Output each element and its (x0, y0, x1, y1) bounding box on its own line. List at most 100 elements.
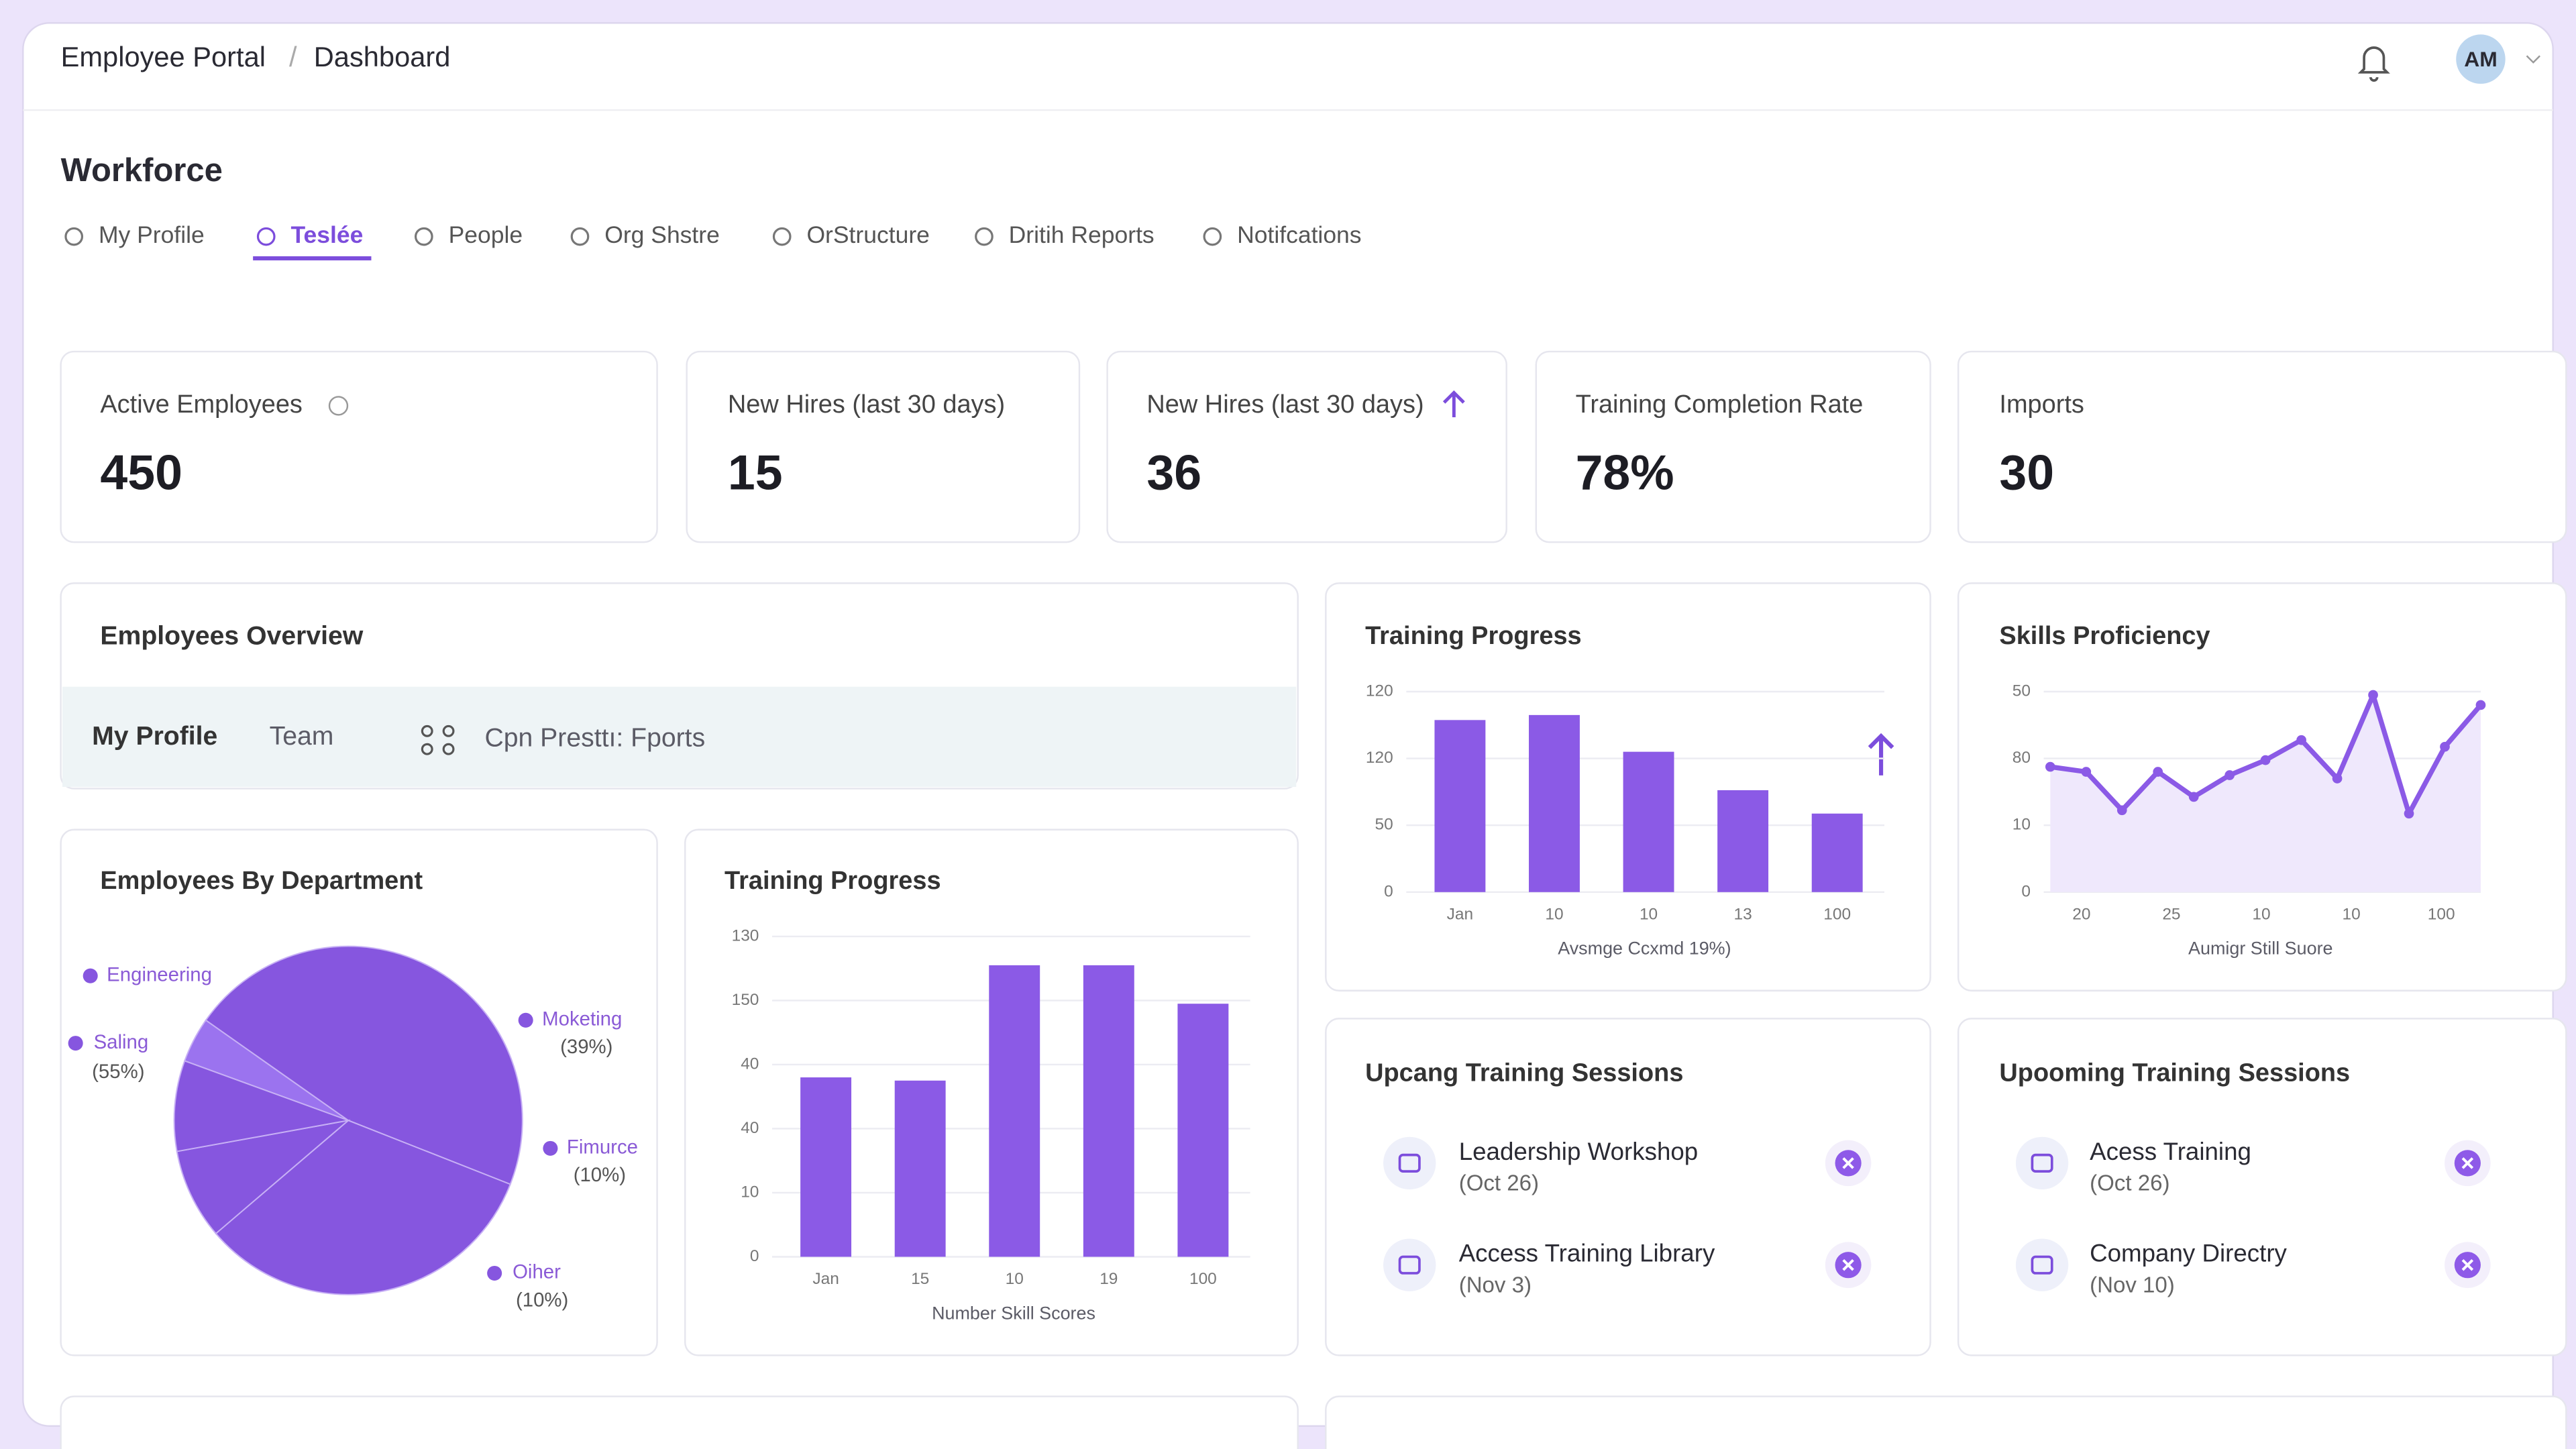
session-date: (Oct 26) (1459, 1171, 1539, 1195)
x-tick-label: 10 (1545, 906, 1563, 924)
bar (1717, 790, 1769, 892)
point (2404, 808, 2414, 819)
x-axis-label: Number Skill Scores (932, 1303, 1095, 1323)
point (2045, 761, 2055, 772)
y-tick-label: 0 (750, 1247, 759, 1265)
overview-tab[interactable]: Cpn Presttı: Fports (484, 723, 705, 752)
avatar-initials: AM (2464, 47, 2498, 71)
bar (1623, 751, 1674, 892)
tab[interactable]: My Profile (99, 221, 205, 248)
tab[interactable]: Teslée (290, 221, 363, 248)
bar (1434, 720, 1486, 892)
pie-slice (173, 1060, 351, 1152)
legend-label: Fimurce (567, 1136, 638, 1159)
tab[interactable]: Notifcations (1237, 221, 1361, 248)
x-tick-label: 10 (1006, 1270, 1024, 1288)
x-tick-label: 10 (2252, 906, 2270, 924)
session-title[interactable]: Access Training Library (1459, 1240, 1715, 1267)
y-tick-label: 120 (1366, 749, 1393, 767)
x-tick-label: 100 (2428, 906, 2455, 924)
tab[interactable]: Org Shstre (604, 221, 720, 248)
section-title: Workforce (61, 152, 223, 189)
kpi-label: Active Employees (100, 390, 303, 419)
kpi-value: 450 (100, 445, 182, 500)
tab-icon (64, 227, 84, 246)
legend-label: Engineering (107, 963, 212, 985)
session-glyph (2031, 1153, 2053, 1173)
y-tick-label: 40 (741, 1119, 759, 1137)
card-title: Employees By Department (100, 867, 423, 895)
bar (1529, 714, 1580, 892)
card-partial (60, 1395, 1299, 1449)
session-date: (Nov 10) (2090, 1273, 2175, 1297)
point (2153, 767, 2163, 777)
tab-underline (253, 256, 372, 261)
overview-tab[interactable]: Team (270, 722, 334, 751)
kpi-label: Training Completion Rate (1576, 390, 1864, 419)
legend-dot (83, 968, 98, 983)
tab-icon (1203, 227, 1222, 246)
data-label: (10%) (574, 1164, 626, 1186)
area (2050, 695, 2481, 892)
tab[interactable]: OrStructure (806, 221, 929, 248)
legend-label: Oiher (513, 1261, 561, 1283)
pie-slice (215, 1120, 511, 1295)
x-tick-label: 19 (1099, 1270, 1118, 1288)
y-tick-label: 0 (2021, 882, 2031, 900)
session-title[interactable]: Company Directry (2090, 1240, 2287, 1267)
point (2116, 805, 2127, 816)
point (2368, 690, 2378, 700)
x-axis-label: Aumigr Still Suore (2188, 938, 2332, 959)
x-tick-label: 10 (1640, 906, 1658, 924)
session-icon (1383, 1238, 1436, 1291)
tab-icon (415, 227, 433, 246)
data-label: (39%) (560, 1036, 612, 1058)
x-tick-label: 25 (2162, 906, 2180, 924)
point (2188, 792, 2199, 802)
breadcrumb-separator: / (289, 41, 297, 72)
overview-tabbar (62, 686, 1297, 788)
legend-dot (487, 1265, 502, 1281)
session-date: (Oct 26) (2090, 1171, 2169, 1195)
session-glyph (1398, 1153, 1421, 1173)
dismiss-x (2461, 1258, 2474, 1271)
avatar-chevron[interactable] (2526, 55, 2540, 64)
card-title: Training Progress (724, 867, 941, 895)
tab-icon (772, 227, 792, 246)
session-title[interactable]: Acess Training (2090, 1138, 2251, 1165)
kpi-card (1957, 350, 2567, 543)
pie-slice (205, 945, 523, 1185)
kpi-value: 78% (1576, 445, 1674, 500)
legend-label: Saling (94, 1031, 149, 1053)
trend-arrow (1868, 733, 1894, 775)
kpi-label: Imports (1999, 390, 2084, 419)
notification-bell[interactable] (2357, 46, 2390, 82)
point (2224, 770, 2235, 780)
x-tick-label: 100 (1823, 906, 1851, 924)
session-title[interactable]: Leadership Workshop (1459, 1138, 1699, 1165)
kpi-value: 30 (1999, 445, 2054, 500)
app-name[interactable]: Employee Portal (61, 41, 266, 72)
y-tick-label: 130 (732, 926, 759, 945)
bar (989, 965, 1040, 1257)
tab[interactable]: Dritih Reports (1009, 221, 1155, 248)
x-tick-label: Jan (812, 1270, 839, 1288)
y-tick-label: 0 (1384, 882, 1393, 900)
bar (1177, 1004, 1229, 1257)
tab[interactable]: People (449, 221, 523, 248)
kpi-card (686, 350, 1081, 543)
avatar[interactable] (2456, 34, 2506, 84)
overview-tab[interactable]: My Profile (92, 722, 217, 751)
x-tick-label: 20 (2072, 906, 2090, 924)
kpi-card (1535, 350, 1931, 543)
session-icon (1383, 1136, 1436, 1190)
y-tick-label: 40 (741, 1055, 759, 1073)
data-label: (10%) (516, 1289, 568, 1311)
dismiss-x (1842, 1258, 1854, 1271)
y-tick-label: 50 (2012, 682, 2031, 700)
y-tick-label: 10 (2012, 816, 2031, 834)
session-glyph (2031, 1255, 2053, 1275)
card-title: Upcang Training Sessions (1365, 1059, 1683, 1087)
